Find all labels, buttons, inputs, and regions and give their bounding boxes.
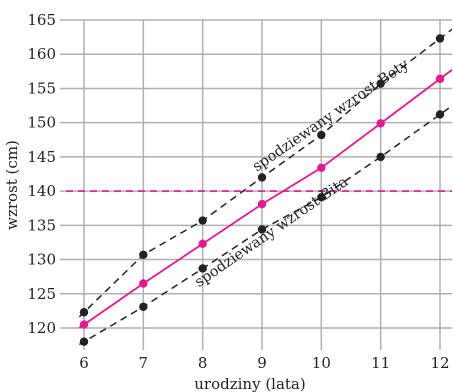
data-point (139, 250, 148, 259)
y-tick-label: 140 (27, 182, 56, 200)
data-point (257, 199, 267, 209)
data-point (435, 34, 445, 43)
data-point (376, 152, 385, 162)
data-point (317, 130, 326, 140)
y-tick-label: 155 (27, 79, 56, 97)
data-point (79, 337, 89, 346)
x-axis-label: urodziny (lata) (194, 375, 305, 392)
data-point (376, 79, 385, 88)
series-points (79, 34, 445, 346)
x-tick-label: 11 (371, 354, 390, 372)
x-tick-label: 8 (198, 354, 208, 372)
x-tick-label: 7 (139, 354, 149, 372)
y-tick-label: 120 (27, 319, 56, 337)
series-line-dashed-black-lower (78, 104, 452, 346)
tick-labels: 6 7 8 9 10 11 12 120 125 130 135 140 145 150 155 160 165 (27, 11, 449, 372)
data-point (198, 264, 207, 273)
data-point (435, 74, 445, 84)
y-tick-label: 165 (27, 11, 56, 29)
data-point (376, 119, 385, 128)
data-point (79, 320, 89, 329)
y-tick-label: 130 (27, 251, 56, 269)
x-tick-label: 12 (430, 354, 449, 372)
x-tick-label: 9 (257, 354, 267, 372)
data-point (79, 308, 89, 317)
y-tick-label: 145 (27, 148, 56, 166)
y-tick-label: 150 (27, 114, 56, 132)
y-tick-label: 135 (27, 216, 56, 234)
y-axis-label: wzrost (cm) (3, 140, 21, 230)
data-point (257, 225, 267, 234)
x-tick-label: 6 (79, 354, 89, 372)
data-point (317, 163, 326, 173)
data-point (139, 279, 148, 288)
data-point (317, 193, 326, 202)
data-point (198, 239, 207, 249)
data-point (435, 110, 445, 119)
data-point (198, 216, 207, 225)
data-point (139, 302, 148, 311)
data-point (257, 173, 267, 182)
grid (60, 19, 452, 350)
y-tick-label: 125 (27, 285, 56, 303)
y-tick-label: 160 (27, 45, 56, 63)
series-line-solid-magenta (78, 68, 452, 329)
x-tick-label: 10 (312, 354, 331, 372)
